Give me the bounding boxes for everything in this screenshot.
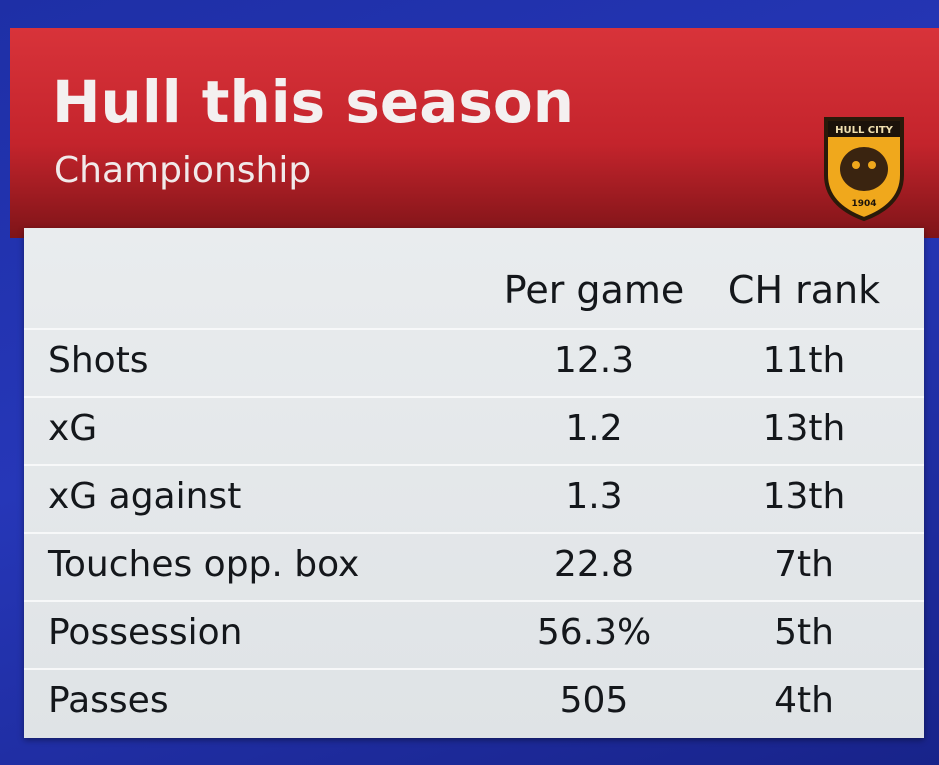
table-row: Passes 505 4th bbox=[24, 668, 924, 734]
per-game: 56.3% bbox=[536, 612, 652, 653]
column-header: CH rank bbox=[727, 268, 881, 312]
per-game: 1.3 bbox=[565, 476, 623, 517]
subtitle: Championship bbox=[54, 150, 312, 191]
table-row: xG against 1.3 13th bbox=[24, 464, 924, 530]
row-label: xG bbox=[48, 408, 98, 449]
graphic-panel: Hull this season Championship HULL CITY … bbox=[10, 28, 939, 748]
column-header: Per game bbox=[503, 268, 685, 312]
per-game: 12.3 bbox=[553, 340, 635, 381]
table-row: Shots 12.3 11th bbox=[24, 328, 924, 394]
badge-year: 1904 bbox=[851, 199, 876, 209]
row-label: xG against bbox=[48, 476, 242, 517]
per-game: 1.2 bbox=[565, 408, 623, 449]
ch-rank: 13th bbox=[762, 476, 846, 517]
club-badge: HULL CITY 1904 bbox=[824, 117, 904, 222]
ch-rank: 11th bbox=[762, 340, 846, 381]
ch-rank: 4th bbox=[774, 680, 834, 721]
badge-tiger bbox=[840, 147, 888, 191]
row-label: Touches opp. box bbox=[48, 544, 360, 585]
header: Hull this season Championship HULL CITY … bbox=[10, 28, 939, 238]
ch-rank: 7th bbox=[774, 544, 834, 585]
stats-table: Per game CH rank Shots 12.3 11th xG 1.2 13th x… bbox=[24, 228, 924, 738]
badge-eye bbox=[852, 161, 860, 169]
row-label: Shots bbox=[48, 340, 149, 381]
table-row: xG 1.2 13th bbox=[24, 396, 924, 462]
per-game: 505 bbox=[559, 680, 629, 721]
badge-name: HULL CITY bbox=[835, 125, 894, 136]
table-row: Touches opp. box 22.8 7th bbox=[24, 532, 924, 598]
ch-rank: 13th bbox=[762, 408, 846, 449]
header-row: Per game CH rank bbox=[24, 228, 924, 328]
table-row: Possession 56.3% 5th bbox=[24, 600, 924, 666]
badge-eye bbox=[868, 161, 876, 169]
per-game: 22.8 bbox=[553, 544, 635, 585]
row-label: Possession bbox=[48, 612, 243, 653]
row-label: Passes bbox=[48, 680, 169, 721]
title: Hull this season bbox=[52, 68, 575, 136]
badge-band bbox=[828, 121, 900, 137]
ch-rank: 5th bbox=[774, 612, 834, 653]
